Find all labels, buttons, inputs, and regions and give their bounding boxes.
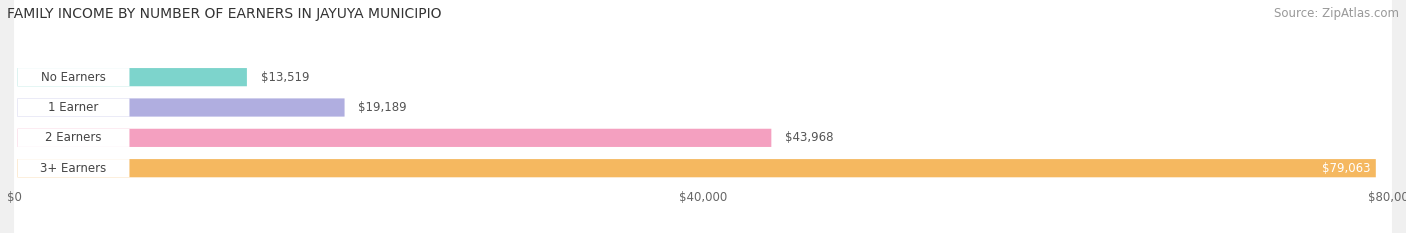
FancyBboxPatch shape bbox=[17, 129, 772, 147]
FancyBboxPatch shape bbox=[17, 98, 344, 116]
Text: FAMILY INCOME BY NUMBER OF EARNERS IN JAYUYA MUNICIPIO: FAMILY INCOME BY NUMBER OF EARNERS IN JA… bbox=[7, 7, 441, 21]
FancyBboxPatch shape bbox=[17, 159, 129, 177]
FancyBboxPatch shape bbox=[17, 98, 129, 116]
FancyBboxPatch shape bbox=[14, 0, 1392, 233]
Text: 3+ Earners: 3+ Earners bbox=[41, 162, 107, 175]
Text: No Earners: No Earners bbox=[41, 71, 105, 84]
Text: Source: ZipAtlas.com: Source: ZipAtlas.com bbox=[1274, 7, 1399, 20]
FancyBboxPatch shape bbox=[17, 159, 1376, 177]
Text: $19,189: $19,189 bbox=[359, 101, 406, 114]
FancyBboxPatch shape bbox=[17, 68, 129, 86]
FancyBboxPatch shape bbox=[17, 68, 247, 86]
Text: $43,968: $43,968 bbox=[785, 131, 834, 144]
FancyBboxPatch shape bbox=[14, 0, 1392, 233]
Text: $13,519: $13,519 bbox=[260, 71, 309, 84]
Text: 2 Earners: 2 Earners bbox=[45, 131, 101, 144]
FancyBboxPatch shape bbox=[14, 0, 1392, 233]
FancyBboxPatch shape bbox=[14, 0, 1392, 233]
FancyBboxPatch shape bbox=[17, 129, 129, 147]
Text: $79,063: $79,063 bbox=[1322, 162, 1371, 175]
Text: 1 Earner: 1 Earner bbox=[48, 101, 98, 114]
